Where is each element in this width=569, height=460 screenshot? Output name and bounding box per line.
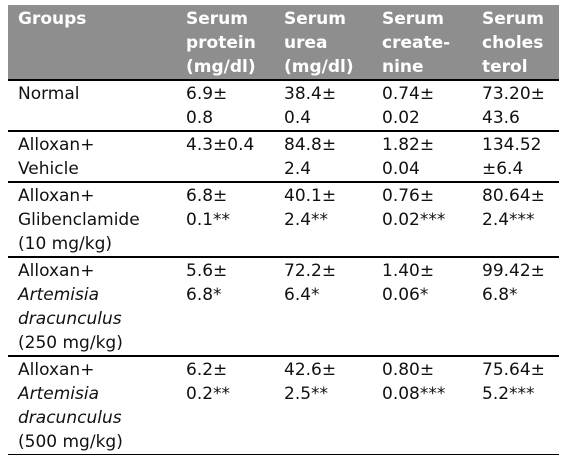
urea-cell: 72.2± 6.4* xyxy=(284,261,337,305)
protein-cell: 4.3±0.4 xyxy=(186,135,255,155)
group-cell: Alloxan+ Artemisia dracunculus (500 mg/kg) xyxy=(8,356,176,455)
group-line: Alloxan+ xyxy=(18,261,95,281)
cholesterol-cell: 73.20± 43.6 xyxy=(482,84,545,128)
group-line-species: dracunculus xyxy=(18,408,122,428)
header-row: Groups Serum protein (mg/dl) Serum urea … xyxy=(8,5,559,81)
table-row: Alloxan+ Artemisia dracunculus (250 mg/kg) … xyxy=(8,257,559,356)
group-cell: Alloxan+ Glibenclamide (10 mg/kg) xyxy=(8,182,176,257)
group-line-species: dracunculus xyxy=(18,309,122,329)
group-line: (500 mg/kg) xyxy=(18,432,123,452)
table-row: Alloxan+ Glibenclamide (10 mg/kg) 6.8± 0.1… xyxy=(8,182,559,257)
header-serum-createnine: Serum create- nine xyxy=(372,5,472,81)
group-line-species: Artemisia xyxy=(18,285,100,305)
group-line: (10 mg/kg) xyxy=(18,234,113,254)
group-cell: Alloxan+ Artemisia dracunculus (250 mg/kg) xyxy=(8,257,176,356)
group-line: Vehicle xyxy=(18,159,79,179)
cholesterol-cell: 75.64± 5.2*** xyxy=(482,360,545,404)
protein-cell: 5.6± 6.8* xyxy=(186,261,228,305)
header-serum-urea: Serum urea (mg/dl) xyxy=(274,5,372,81)
results-table: Groups Serum protein (mg/dl) Serum urea … xyxy=(8,5,559,455)
group-cell: Normal xyxy=(8,80,176,131)
createnine-cell: 1.40± 0.06* xyxy=(382,261,435,305)
group-line: Alloxan+ xyxy=(18,360,95,380)
createnine-cell: 0.76± 0.02*** xyxy=(382,186,446,230)
protein-cell: 6.9± 0.8 xyxy=(186,84,228,128)
group-cell: Alloxan+ Vehicle xyxy=(8,131,176,182)
group-line: Glibenclamide xyxy=(18,210,140,230)
table-row: Alloxan+ Artemisia dracunculus (500 mg/kg) … xyxy=(8,356,559,455)
group-line: (250 mg/kg) xyxy=(18,333,123,353)
createnine-cell: 0.74± 0.02 xyxy=(382,84,435,128)
urea-cell: 40.1± 2.4** xyxy=(284,186,337,230)
createnine-cell: 1.82± 0.04 xyxy=(382,135,435,179)
table-row: Alloxan+ Vehicle 4.3±0.4 84.8± 2.4 1.82± … xyxy=(8,131,559,182)
header-serum-protein: Serum protein (mg/dl) xyxy=(176,5,274,81)
cholesterol-cell: 99.42± 6.8* xyxy=(482,261,545,305)
urea-cell: 84.8± 2.4 xyxy=(284,135,337,179)
table-row: Normal 6.9± 0.8 38.4± 0.4 0.74± 0.02 73.… xyxy=(8,80,559,131)
urea-cell: 42.6± 2.5** xyxy=(284,360,337,404)
createnine-cell: 0.80± 0.08*** xyxy=(382,360,446,404)
protein-cell: 6.2± 0.2** xyxy=(186,360,231,404)
group-line-species: Artemisia xyxy=(18,384,100,404)
header-serum-cholesterol: Serum choles terol xyxy=(472,5,559,81)
cholesterol-cell: 134.52 ±6.4 xyxy=(482,135,542,179)
group-line: Alloxan+ xyxy=(18,186,95,206)
cholesterol-cell: 80.64± 2.4*** xyxy=(482,186,545,230)
group-line: Alloxan+ xyxy=(18,135,95,155)
protein-cell: 6.8± 0.1** xyxy=(186,186,231,230)
group-line: Normal xyxy=(18,84,80,104)
urea-cell: 38.4± 0.4 xyxy=(284,84,337,128)
header-groups: Groups xyxy=(8,5,176,81)
